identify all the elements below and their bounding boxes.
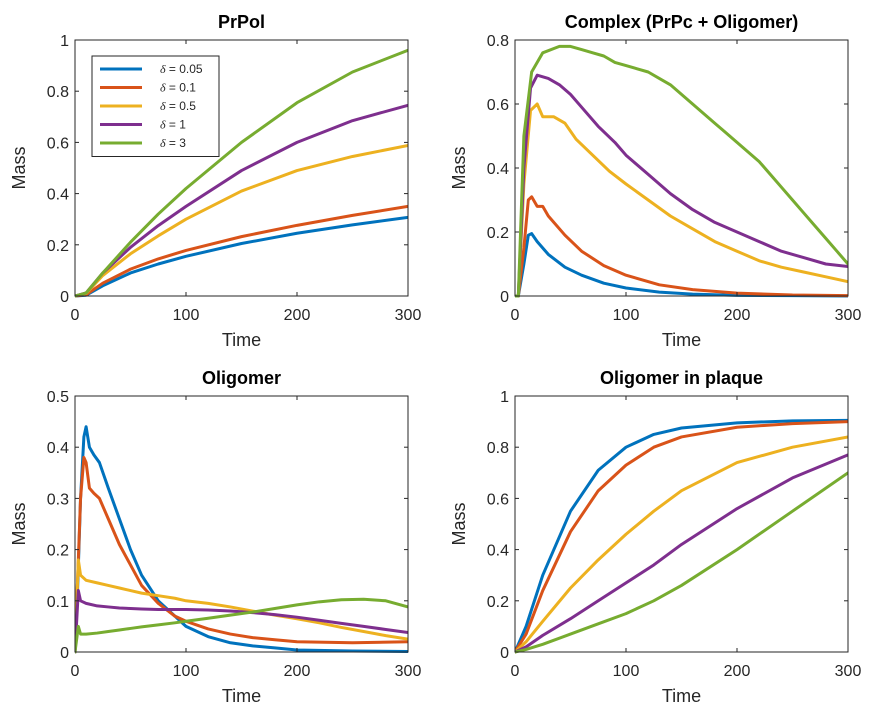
y-axis-label: Mass [9, 502, 29, 545]
x-tick-label: 200 [284, 663, 311, 680]
y-tick-label: 0.6 [487, 97, 509, 114]
x-axis-label: Time [662, 330, 701, 350]
y-tick-label: 0.5 [47, 389, 69, 406]
series-line-delta-0.05 [515, 418, 848, 654]
legend-value: = 3 [166, 136, 187, 150]
x-tick-label: 300 [835, 663, 862, 680]
x-axis-label: Time [662, 686, 701, 706]
legend-delta-symbol: δ [160, 62, 166, 76]
series-line-delta-0.1 [515, 420, 848, 654]
series-group [75, 48, 408, 298]
y-axis-label: Mass [449, 146, 469, 189]
legend-delta-symbol: δ [160, 99, 166, 113]
legend-label-delta-0.05: δ = 0.05 [160, 62, 203, 76]
series-line-delta-0.1 [75, 455, 408, 654]
series-line-delta-0.05 [75, 425, 408, 654]
legend-value: = 0.5 [166, 99, 197, 113]
legend-delta-symbol: δ [160, 118, 166, 132]
chart-title: PrPol [218, 12, 265, 32]
series-line-delta-1 [515, 73, 848, 298]
y-tick-label: 0.2 [487, 594, 509, 611]
series-group [515, 44, 848, 298]
y-tick-label: 1 [60, 33, 69, 50]
series-line-delta-0.5 [515, 435, 848, 654]
y-tick-label: 0.3 [47, 491, 69, 508]
y-tick-label: 0.4 [487, 161, 509, 178]
chart-title: Oligomer in plaque [600, 368, 763, 388]
series-line-delta-3 [75, 48, 408, 298]
y-tick-label: 0.4 [47, 187, 69, 204]
series-line-delta-0.05 [515, 232, 848, 298]
x-tick-label: 100 [173, 663, 200, 680]
series-line-delta-3 [515, 44, 848, 298]
x-tick-label: 100 [173, 307, 200, 324]
legend-value: = 0.05 [166, 62, 203, 76]
x-tick-label: 300 [835, 307, 862, 324]
x-axis-label: Time [222, 330, 261, 350]
chart-title: Oligomer [202, 368, 281, 388]
y-tick-label: 0.2 [47, 543, 69, 560]
x-axis-label: Time [222, 686, 261, 706]
y-tick-label: 0.6 [47, 135, 69, 152]
plot-area [515, 40, 848, 296]
y-tick-label: 0.1 [47, 594, 69, 611]
series-line-delta-0.5 [515, 102, 848, 298]
legend-label-delta-0.1: δ = 0.1 [160, 81, 196, 95]
x-tick-label: 0 [511, 663, 520, 680]
x-tick-label: 0 [71, 307, 80, 324]
series-line-delta-0.1 [75, 204, 408, 298]
y-tick-label: 0.8 [487, 33, 509, 50]
x-tick-label: 0 [71, 663, 80, 680]
y-axis-label: Mass [449, 502, 469, 545]
legend-label-delta-1: δ = 1 [160, 118, 186, 132]
series-group [75, 425, 408, 654]
x-tick-label: 300 [395, 307, 422, 324]
legend-label-delta-0.5: δ = 0.5 [160, 99, 196, 113]
axes-box [514, 395, 849, 653]
axes-box [74, 395, 409, 653]
subplot-2: 0 100 200 300 0 0.2 0.4 0.6 0.8 Complex (PrPc + O… [449, 12, 861, 350]
y-tick-label: 0.8 [47, 84, 69, 101]
legend-value: = 0.1 [166, 81, 197, 95]
legend-delta-symbol: δ [160, 81, 166, 95]
series-line-delta-1 [515, 453, 848, 654]
x-tick-label: 300 [395, 663, 422, 680]
subplot-4: 0 100 200 300 0 0.2 0.4 0.6 0.8 1 Oligomer in plaq… [449, 368, 861, 706]
series-group [515, 418, 848, 654]
plot-area [515, 396, 848, 652]
y-tick-label: 1 [500, 389, 509, 406]
y-tick-label: 0.2 [487, 225, 509, 242]
series-line-delta-0.5 [75, 558, 408, 654]
legend-value: = 1 [166, 118, 187, 132]
y-axis-label: Mass [9, 146, 29, 189]
x-tick-label: 200 [284, 307, 311, 324]
x-tick-label: 200 [724, 663, 751, 680]
subplot-3: 0 100 200 300 0 0.1 0.2 0.3 0.4 0.5 Oligomer Time Ma… [9, 368, 421, 706]
y-tick-label: 0 [500, 645, 509, 662]
x-tick-label: 100 [613, 663, 640, 680]
y-tick-label: 0.2 [47, 238, 69, 255]
series-line-delta-3 [75, 597, 408, 654]
x-tick-label: 0 [511, 307, 520, 324]
legend-label-delta-3: δ = 3 [160, 136, 186, 150]
x-tick-label: 100 [613, 307, 640, 324]
axes-box [74, 39, 409, 297]
y-tick-label: 0.8 [487, 440, 509, 457]
series-line-delta-3 [515, 471, 848, 654]
subplot-1: 0 100 200 300 0 0.2 0.4 0.6 0.8 1 PrPol Time Mass δ =… [9, 12, 421, 350]
y-tick-label: 0.6 [487, 491, 509, 508]
y-tick-label: 0 [500, 289, 509, 306]
y-tick-label: 0 [60, 645, 69, 662]
series-line-delta-0.1 [515, 195, 848, 298]
y-tick-label: 0.4 [47, 440, 69, 457]
y-tick-label: 0.4 [487, 543, 509, 560]
x-tick-label: 200 [724, 307, 751, 324]
legend-delta-symbol: δ [160, 136, 166, 150]
legend: δ = 0.05δ = 0.1δ = 0.5δ = 1δ = 3 [91, 55, 220, 157]
y-tick-label: 0 [60, 289, 69, 306]
chart-title: Complex (PrPc + Oligomer) [565, 12, 799, 32]
series-line-delta-1 [75, 589, 408, 654]
